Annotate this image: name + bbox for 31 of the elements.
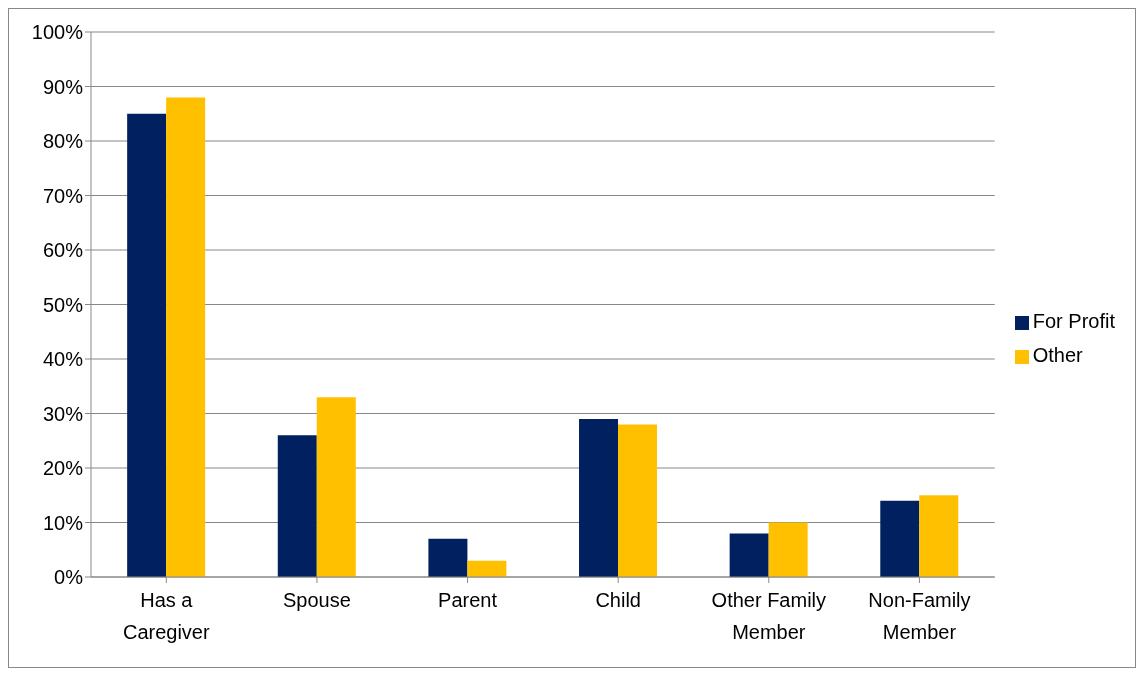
y-tick-label: 60% [42,239,84,262]
y-tick-label: 90% [42,75,84,98]
y-tick-label: 50% [42,293,84,316]
x-tick-label: Child [595,589,641,611]
bar [579,418,619,577]
legend-label: Other [1032,344,1083,366]
y-tick-label: 30% [42,402,84,425]
bar [428,538,468,577]
legend-label: For Profit [1032,310,1115,332]
bar [880,500,920,577]
x-tick-label: Spouse [283,589,351,611]
y-tick-label: 10% [42,511,84,534]
x-tick-label: Non-Family Member [868,589,971,643]
bar [316,397,356,577]
bar [768,522,808,577]
y-tick-label: 0% [54,566,84,589]
y-tick-label: 70% [42,184,84,207]
y-tick-label: 80% [42,130,84,153]
bar [127,113,167,577]
bar [618,424,658,577]
bar [467,560,507,577]
bar [166,97,206,577]
x-tick-label: Other Family Member [711,589,827,643]
y-tick-label: 100% [31,21,84,44]
x-tick-label: Has a Caregiver [122,589,210,643]
bar [729,533,769,577]
x-tick-label: Parent [438,589,498,611]
bar [919,495,959,577]
bar [277,435,317,577]
y-tick-label: 40% [42,348,84,371]
y-tick-label: 20% [42,457,84,480]
